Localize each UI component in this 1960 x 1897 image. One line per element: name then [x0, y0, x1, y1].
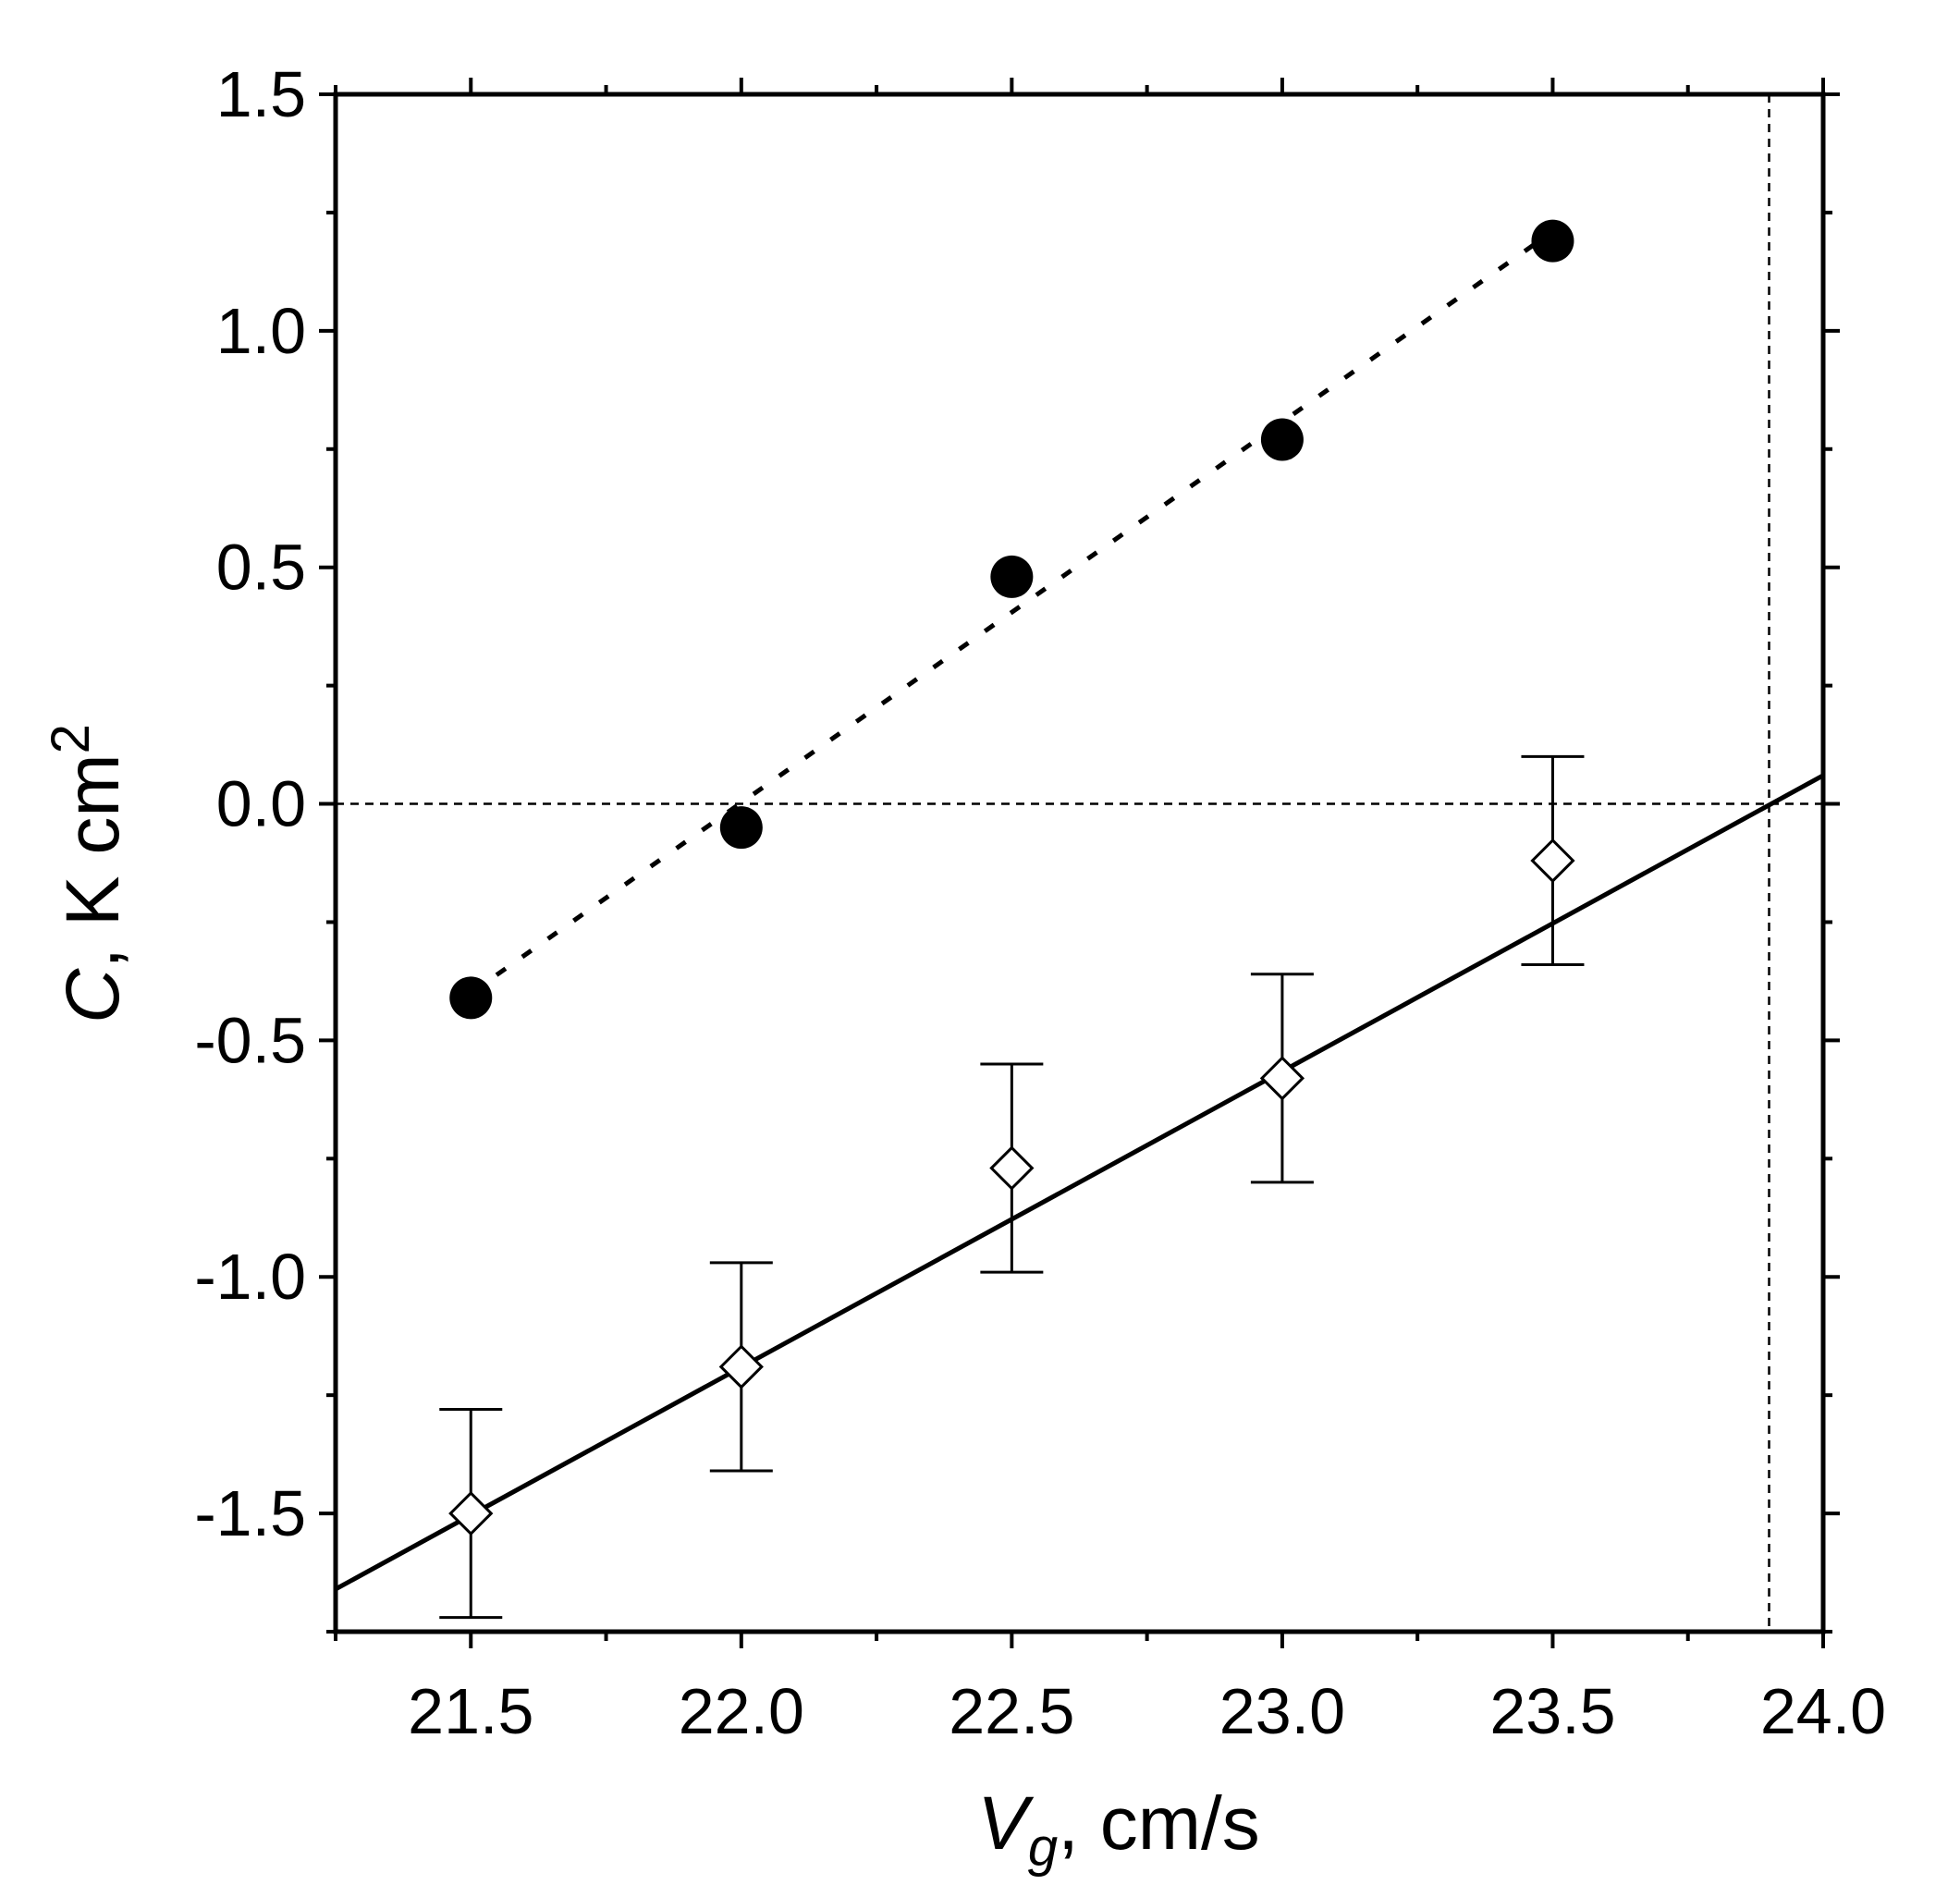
y-tick-label: -0.5 — [194, 1004, 306, 1076]
data-point-open-diamond — [1530, 838, 1575, 884]
x-tick-label: 23.0 — [1219, 1675, 1345, 1747]
data-point-filled-circle — [719, 806, 763, 850]
data-point-filled-circle — [990, 555, 1034, 598]
y-tick-label: 1.5 — [216, 58, 306, 130]
x-tick-label: 24.0 — [1760, 1675, 1886, 1747]
plot-border — [333, 92, 1826, 1634]
x-tick-label: 22.0 — [679, 1675, 804, 1747]
data-point-open-diamond — [1259, 1056, 1305, 1101]
y-tick-label: -1.5 — [194, 1477, 306, 1549]
data-points — [448, 219, 1575, 1536]
tick-labels: 21.5 22.0 22.5 23.0 23.5 24.0 1.5 1.0 0.5 0.0 -0.5… — [194, 58, 1886, 1747]
x-tick-label: 22.5 — [949, 1675, 1074, 1747]
x-axis-title: Vg, cm/s — [977, 1781, 1260, 1878]
y-tick-label: -1.0 — [194, 1241, 306, 1313]
y-tick-label: 1.0 — [216, 295, 306, 367]
reference-lines — [336, 94, 1823, 1632]
plot-frame — [333, 92, 1826, 1634]
y-tick-label: 0.5 — [216, 532, 306, 604]
axis-ticks — [319, 78, 1840, 1648]
fit-line-series-1 — [469, 229, 1554, 996]
data-point-open-diamond — [718, 1344, 764, 1389]
y-axis-title: C, K cm2 — [41, 724, 135, 1023]
data-point-filled-circle — [449, 976, 493, 1020]
x-tick-label: 21.5 — [408, 1675, 533, 1747]
x-tick-label: 23.5 — [1489, 1675, 1615, 1747]
data-point-open-diamond — [448, 1490, 494, 1536]
fit-line-series-2 — [336, 773, 1823, 1592]
fit-lines — [336, 229, 1823, 1592]
data-point-open-diamond — [989, 1145, 1035, 1191]
data-point-filled-circle — [1531, 219, 1574, 263]
data-point-filled-circle — [1260, 418, 1304, 461]
y-tick-label: 0.0 — [216, 768, 306, 840]
